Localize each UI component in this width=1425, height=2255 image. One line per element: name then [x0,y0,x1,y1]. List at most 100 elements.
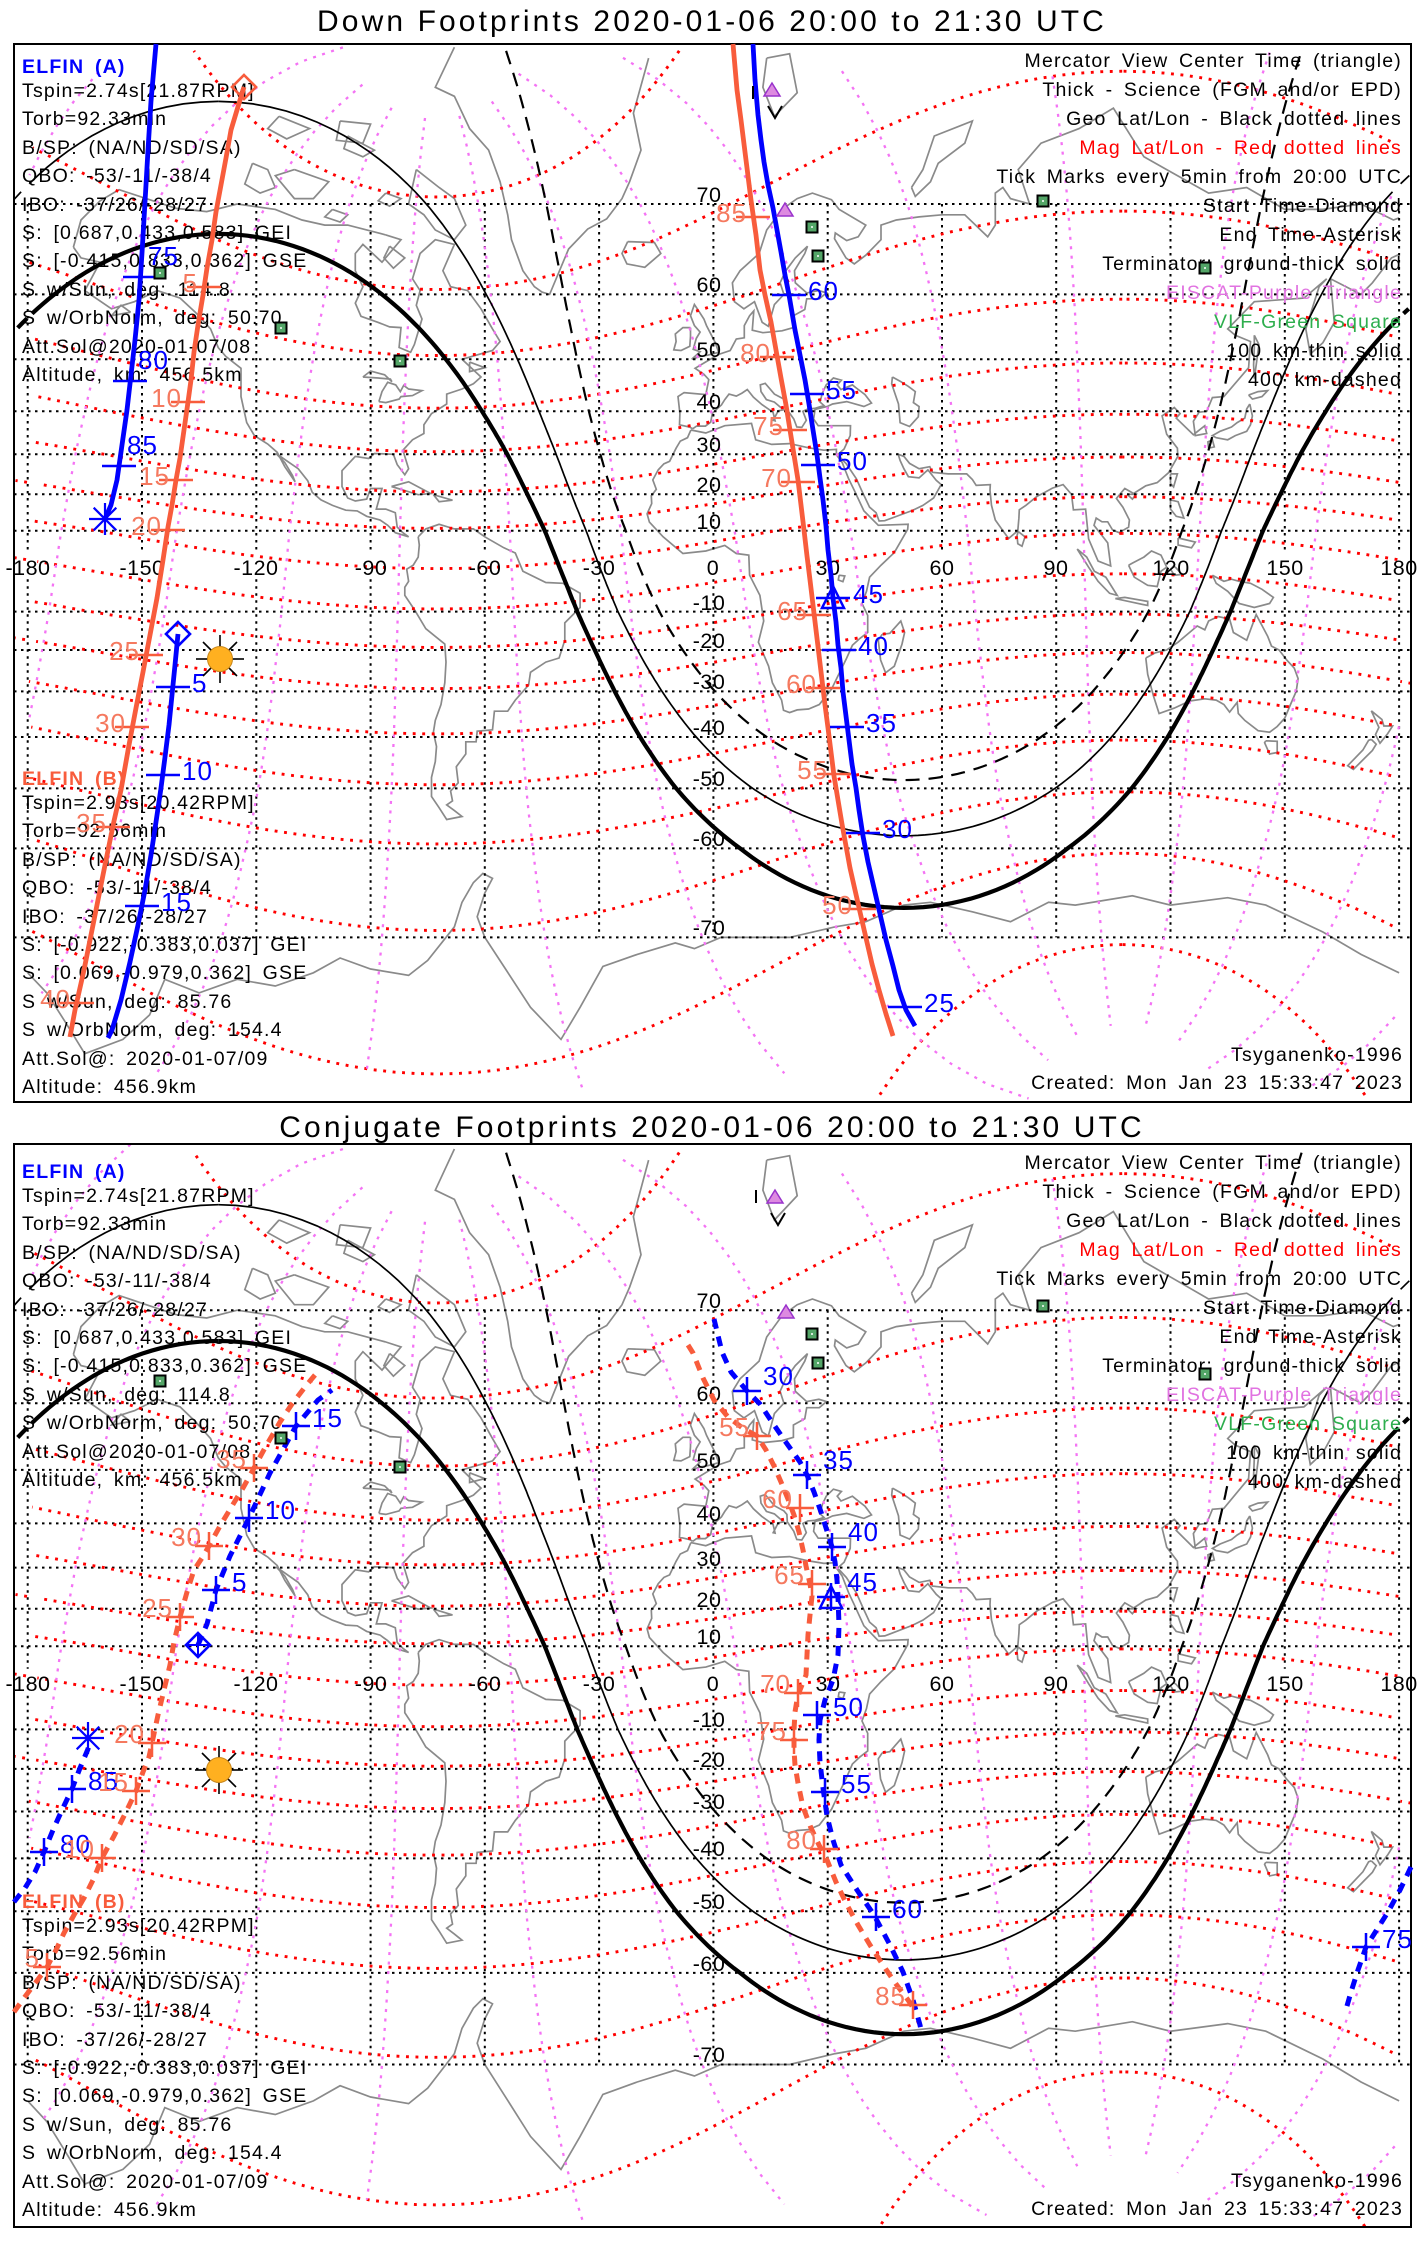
svg-text:Altitude: 456.9km: Altitude: 456.9km [22,1076,197,1098]
svg-text:90: 90 [1044,1672,1069,1696]
svg-text:QBO: -53/-11/-38/4: QBO: -53/-11/-38/4 [22,2000,212,2022]
svg-text:400 km-dashed: 400 km-dashed [1248,369,1402,391]
svg-text:55: 55 [719,1412,750,1442]
svg-text:50: 50 [833,1692,864,1722]
svg-text:180: 180 [1380,1672,1417,1696]
svg-text:50: 50 [837,446,868,476]
svg-text:S w/OrbNorm, deg: 154.4: S w/OrbNorm, deg: 154.4 [22,2142,283,2164]
svg-text:30: 30 [816,1672,841,1696]
svg-text:Tsyganenko-1996: Tsyganenko-1996 [1231,2170,1403,2192]
svg-text:-60: -60 [469,556,502,580]
svg-text:85: 85 [88,1766,119,1796]
svg-text:10: 10 [265,1495,296,1525]
svg-text:-50: -50 [693,1890,726,1914]
svg-text:30: 30 [171,1522,202,1552]
svg-text:60: 60 [930,1672,955,1696]
svg-text:Mercator View Center Time (tri: Mercator View Center Time (triangle) [1025,50,1402,72]
svg-text:70: 70 [697,1289,722,1313]
svg-text:ELFIN (B): ELFIN (B) [22,768,126,790]
svg-text:5: 5 [183,268,198,298]
svg-text:60: 60 [930,556,955,580]
svg-text:Tspin=2.74s[21.87RPM]: Tspin=2.74s[21.87RPM] [22,1185,255,1207]
svg-text:5: 5 [232,1567,247,1597]
svg-text:S w/OrbNorm, deg: 154.4: S w/OrbNorm, deg: 154.4 [22,1019,283,1041]
svg-text:B/SP: (NA/ND/SD/SA): B/SP: (NA/ND/SD/SA) [22,137,242,159]
svg-text:S: [-0.415,0.833,0.362] GSE: S: [-0.415,0.833,0.362] GSE [22,250,307,272]
svg-text:40: 40 [858,631,889,661]
svg-text:Geo Lat/Lon - Black dotted lin: Geo Lat/Lon - Black dotted lines [1066,1210,1402,1232]
svg-text:55: 55 [797,755,828,785]
svg-text:50: 50 [697,1449,722,1473]
svg-text:B/SP: (NA/ND/SD/SA): B/SP: (NA/ND/SD/SA) [22,1972,242,1994]
svg-text:Down Footprints 2020-01-06 20:: Down Footprints 2020-01-06 20:00 to 21:3… [317,5,1107,38]
svg-text:70: 70 [760,1669,791,1699]
svg-text:100 km-thin solid: 100 km-thin solid [1226,1442,1402,1464]
svg-text:35: 35 [216,1444,247,1474]
svg-text:40: 40 [697,390,722,414]
svg-text:Torb=92.56min: Torb=92.56min [22,820,167,842]
svg-text:10: 10 [697,510,722,534]
svg-text:Tsyganenko-1996: Tsyganenko-1996 [1231,1044,1403,1066]
svg-text:S: [-0.922,-0.383,0.037] GEI: S: [-0.922,-0.383,0.037] GEI [22,934,308,956]
svg-text:VLF-Green Square: VLF-Green Square [1214,1413,1402,1435]
svg-text:45: 45 [853,579,884,609]
svg-text:120: 120 [1152,1672,1189,1696]
svg-text:120: 120 [1152,556,1189,580]
svg-text:65: 65 [774,1560,805,1590]
svg-text:S w/OrbNorm, deg: 50.70: S w/OrbNorm, deg: 50.70 [22,1412,283,1434]
svg-text:75: 75 [756,1716,787,1746]
svg-text:IBO: -37/26/-28/27: IBO: -37/26/-28/27 [22,2029,208,2051]
svg-text:EISCAT-Purple Triangle: EISCAT-Purple Triangle [1166,282,1402,304]
svg-text:Torb=92.56min: Torb=92.56min [22,1943,167,1965]
svg-text:-70: -70 [693,2043,726,2067]
svg-text:QBO: -53/-11/-38/4: QBO: -53/-11/-38/4 [22,1270,212,1292]
svg-text:S w/Sun, deg: 114.8: S w/Sun, deg: 114.8 [22,1384,231,1406]
svg-text:-60: -60 [693,827,726,851]
svg-text:100 km-thin solid: 100 km-thin solid [1226,340,1402,362]
svg-text:-30: -30 [693,1790,726,1814]
svg-text:20: 20 [114,1719,145,1749]
svg-text:0: 0 [707,1672,719,1696]
svg-text:-60: -60 [469,1672,502,1696]
svg-text:40: 40 [697,1502,722,1526]
svg-text:-90: -90 [355,556,388,580]
svg-text:30: 30 [95,708,126,738]
svg-text:-50: -50 [693,767,726,791]
svg-text:Created: Mon Jan 23 15:33:47 2: Created: Mon Jan 23 15:33:47 2023 [1031,2198,1403,2220]
svg-text:-30: -30 [583,1672,616,1696]
svg-text:Torb=92.33min: Torb=92.33min [22,108,167,130]
svg-text:Thick - Science (FGM and/or EP: Thick - Science (FGM and/or EPD) [1042,1181,1402,1203]
svg-text:Start Time-Diamond: Start Time-Diamond [1203,1297,1402,1319]
svg-text:Geo Lat/Lon - Black dotted lin: Geo Lat/Lon - Black dotted lines [1066,108,1402,130]
svg-text:End Time-Asterisk: End Time-Asterisk [1219,224,1402,246]
svg-text:ELFIN (A): ELFIN (A) [22,1161,126,1183]
svg-text:80: 80 [138,345,169,375]
svg-text:15: 15 [161,887,192,917]
svg-text:10: 10 [64,1834,95,1864]
svg-text:-70: -70 [693,916,726,940]
svg-text:-60: -60 [693,1952,726,1976]
svg-text:Created: Mon Jan 23 15:33:47 2: Created: Mon Jan 23 15:33:47 2023 [1031,1072,1403,1094]
svg-text:60: 60 [697,1382,722,1406]
svg-text:S w/Sun, deg: 85.76: S w/Sun, deg: 85.76 [22,2114,232,2136]
svg-text:80: 80 [786,1825,817,1855]
svg-text:Tick Marks every 5min from 20:: Tick Marks every 5min from 20:00 UTC [996,166,1402,188]
svg-text:10: 10 [151,383,182,413]
svg-text:Tspin=2.74s[21.87RPM]: Tspin=2.74s[21.87RPM] [22,80,255,102]
svg-text:15: 15 [139,461,170,491]
svg-text:-90: -90 [355,1672,388,1696]
svg-text:-120: -120 [233,556,278,580]
svg-text:IBO: -37/26/-28/27: IBO: -37/26/-28/27 [22,1299,208,1321]
svg-text:-40: -40 [693,716,726,740]
svg-text:Thick - Science (FGM and/or EP: Thick - Science (FGM and/or EPD) [1042,79,1402,101]
svg-text:S w/Sun, deg: 114.8: S w/Sun, deg: 114.8 [22,279,231,301]
svg-text:EISCAT-Purple Triangle: EISCAT-Purple Triangle [1166,1384,1402,1406]
svg-text:75: 75 [753,411,784,441]
svg-text:60: 60 [808,276,839,306]
svg-text:60: 60 [762,1484,793,1514]
svg-text:Att.Sol@: 2020-01-07/09: Att.Sol@: 2020-01-07/09 [22,2171,269,2193]
svg-text:55: 55 [841,1769,872,1799]
svg-text:Tick Marks every 5min from 20:: Tick Marks every 5min from 20:00 UTC [996,1268,1402,1290]
svg-text:-150: -150 [119,1672,164,1696]
svg-text:IBO: -37/26/-28/27: IBO: -37/26/-28/27 [22,906,208,928]
